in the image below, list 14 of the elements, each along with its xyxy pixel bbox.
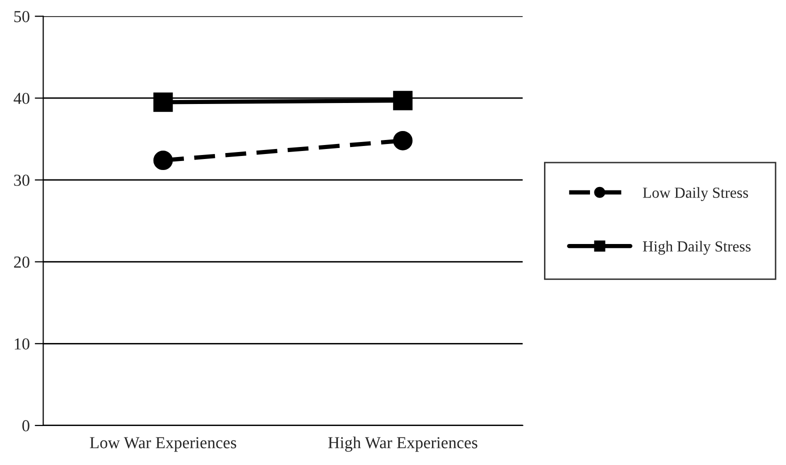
- legend-label: Low Daily Stress: [642, 187, 748, 202]
- point: [153, 150, 173, 170]
- y-tick-label: 20: [14, 256, 30, 268]
- x-tick-label: High War Experiences: [328, 436, 478, 452]
- point: [393, 90, 413, 110]
- legend-label: High Daily Stress: [642, 240, 751, 255]
- y-tick-label: 40: [14, 92, 30, 104]
- point: [393, 130, 413, 150]
- x-tick-label: Low War Experiences: [90, 437, 236, 452]
- y-tick-label: 0: [22, 420, 30, 432]
- y-tick-label: 30: [14, 174, 30, 186]
- y-tick-label: 10: [14, 338, 30, 350]
- y-tick-label: 50: [14, 10, 30, 22]
- point: [153, 92, 173, 112]
